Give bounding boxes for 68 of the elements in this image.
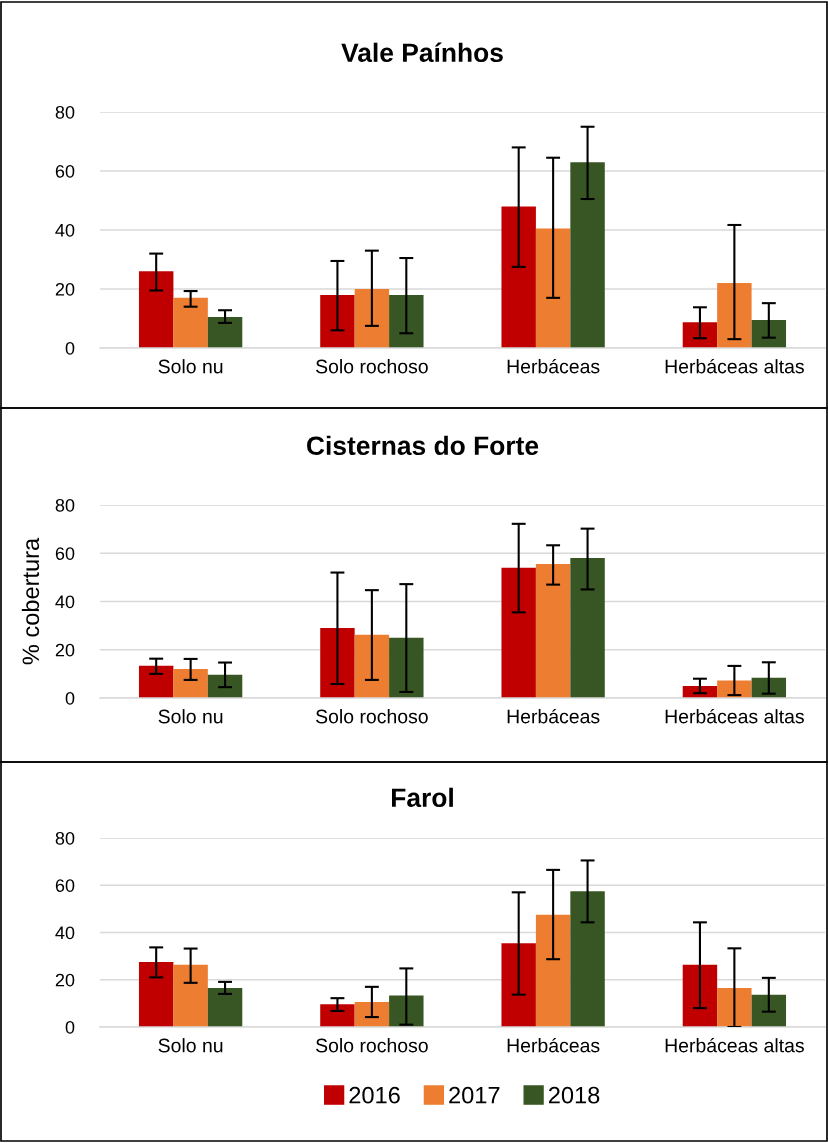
y-tick-label: 20 (55, 282, 75, 296)
bar (501, 943, 536, 1027)
x-tick-label: Herbáceas (507, 1037, 600, 1053)
bar (354, 289, 390, 348)
y-tick-label: 60 (55, 547, 75, 560)
y-tick-label: 40 (55, 595, 75, 609)
x-tick-label: Solo rochoso (316, 359, 428, 374)
y-tick-label: 0 (65, 1020, 75, 1034)
chart-title: Farol (392, 787, 453, 808)
bar (389, 995, 424, 1027)
y-tick-label: 80 (55, 831, 75, 845)
bar (207, 988, 243, 1027)
bar (535, 914, 571, 1027)
bar (354, 1001, 390, 1027)
bar (717, 283, 752, 348)
bar (682, 322, 718, 348)
bar (389, 637, 424, 698)
bar (207, 317, 243, 348)
bar (717, 988, 752, 1027)
bar (138, 962, 174, 1027)
bar (138, 665, 174, 698)
bar (207, 674, 243, 698)
x-tick-label: Solo nu (158, 359, 223, 374)
bar (354, 634, 390, 698)
bar (389, 294, 424, 348)
y-tick-label: 40 (55, 926, 75, 940)
x-tick-label: Herbáceas altas (665, 1037, 804, 1053)
y-tick-label: 60 (55, 164, 75, 178)
bar (173, 669, 208, 698)
bar (320, 294, 355, 348)
y-tick-label: 80 (55, 498, 75, 512)
bar (751, 319, 787, 348)
x-tick-label: Herbáceas (507, 708, 600, 724)
bar (138, 271, 174, 348)
x-tick-label: Herbáceas (507, 358, 600, 374)
x-tick-label: Herbáceas altas (665, 358, 804, 374)
chart-title: Vale Paínhos (341, 42, 503, 63)
y-tick-label: 20 (55, 643, 75, 657)
y-tick-label: 60 (55, 879, 75, 892)
bar (570, 891, 605, 1027)
legend-label: 2017 (449, 1086, 500, 1104)
bar (682, 964, 718, 1027)
legend-label: 2016 (349, 1086, 400, 1104)
bar (320, 628, 355, 698)
y-tick-label: 20 (55, 973, 75, 987)
bar (717, 680, 752, 698)
x-tick-label: Solo rochoso (316, 1038, 428, 1053)
y-axis-title: % cobertura (21, 537, 40, 665)
bar (570, 558, 605, 698)
y-tick-label: 0 (65, 341, 75, 355)
bar (173, 297, 208, 348)
y-tick-label: 40 (55, 223, 75, 237)
chart-title: Cisternas do Forte (307, 435, 539, 456)
bar (501, 206, 536, 348)
bar (751, 994, 787, 1027)
x-tick-label: Solo nu (158, 1038, 223, 1053)
bar (535, 564, 571, 698)
legend-label: 2018 (548, 1086, 600, 1104)
y-tick-label: 80 (55, 105, 75, 119)
bar (535, 228, 571, 348)
bar (173, 964, 208, 1027)
bar (570, 162, 605, 348)
x-tick-label: Solo rochoso (316, 709, 428, 724)
bar (501, 567, 536, 698)
bar (320, 1004, 355, 1027)
y-tick-label: 0 (65, 691, 75, 705)
x-tick-label: Solo nu (158, 709, 223, 724)
x-tick-label: Herbáceas altas (665, 708, 804, 724)
